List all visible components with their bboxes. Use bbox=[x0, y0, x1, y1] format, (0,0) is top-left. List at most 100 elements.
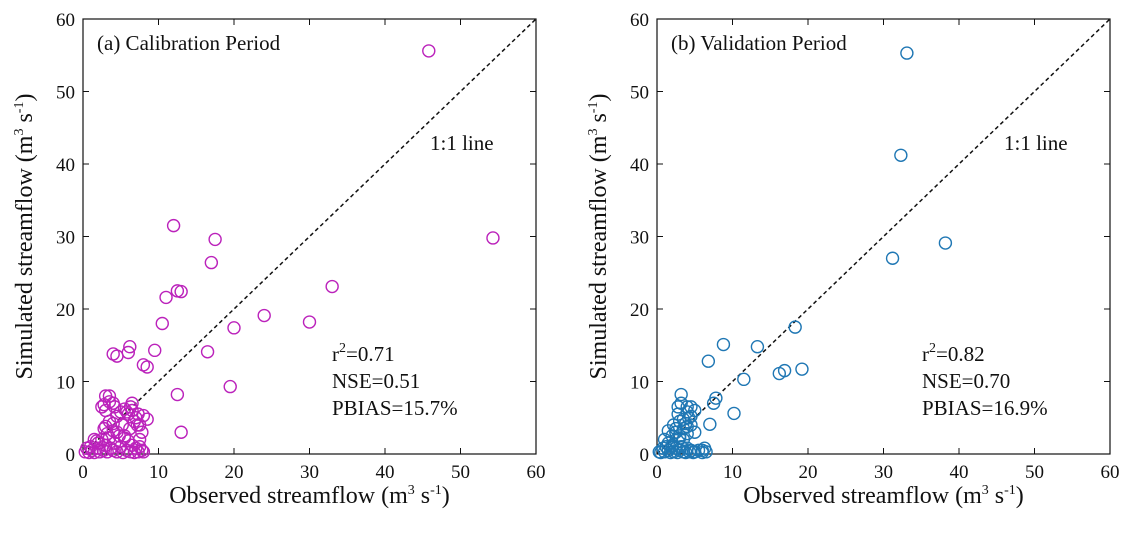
x-tick-label: 60 bbox=[1101, 462, 1120, 483]
data-point bbox=[669, 425, 683, 439]
one-to-one-line bbox=[656, 18, 1111, 455]
data-point bbox=[98, 403, 113, 418]
data-point bbox=[684, 400, 698, 414]
data-point bbox=[166, 218, 181, 233]
data-point bbox=[204, 255, 219, 270]
data-point bbox=[688, 403, 702, 418]
data-point bbox=[100, 445, 114, 459]
data-point bbox=[121, 345, 136, 360]
data-point bbox=[123, 421, 137, 436]
data-point bbox=[135, 425, 149, 439]
pbias-stat: PBIAS=16.9% bbox=[922, 396, 1048, 420]
data-point bbox=[123, 340, 137, 354]
data-point bbox=[140, 360, 154, 374]
data-point bbox=[665, 440, 679, 454]
data-point bbox=[223, 379, 237, 394]
data-point bbox=[701, 354, 716, 368]
data-point bbox=[727, 406, 741, 421]
data-point bbox=[325, 279, 339, 294]
panel-title: (b) Validation Period bbox=[671, 31, 847, 55]
x-tick-label: 20 bbox=[799, 462, 818, 483]
y-tick-label: 40 bbox=[56, 155, 75, 176]
data-point bbox=[672, 429, 687, 443]
validation-panel: 0 10 20 30 40 50 60 0 10 20 30 40 50 60 (b) Validation… bbox=[586, 10, 1120, 509]
y-tick-label: 50 bbox=[56, 83, 75, 104]
r2-stat: r2=0.82 bbox=[922, 341, 985, 366]
y-tick-label: 10 bbox=[56, 373, 75, 394]
data-point bbox=[486, 231, 500, 245]
data-point bbox=[208, 232, 222, 247]
data-point bbox=[174, 284, 188, 299]
data-point bbox=[938, 236, 953, 250]
x-tick-label: 50 bbox=[451, 462, 470, 483]
data-point bbox=[688, 425, 702, 439]
y-tick-label: 0 bbox=[66, 445, 76, 466]
r2-stat: r2=0.71 bbox=[332, 341, 395, 366]
data-point bbox=[227, 321, 241, 335]
data-point bbox=[87, 432, 102, 447]
y-axis-title: Simulated streamflow (m3 s-1) bbox=[12, 94, 38, 380]
y-tick-label: 0 bbox=[640, 445, 650, 466]
x-tick-label: 10 bbox=[723, 462, 742, 483]
data-point bbox=[257, 308, 271, 323]
data-point bbox=[795, 362, 809, 376]
data-point bbox=[110, 349, 124, 363]
data-point bbox=[709, 391, 723, 405]
y-tick-label: 20 bbox=[56, 300, 75, 321]
y-tick-label: 20 bbox=[630, 300, 649, 321]
y-axis-title: Simulated streamflow (m3 s-1) bbox=[586, 94, 612, 380]
x-tick-label: 60 bbox=[527, 462, 546, 483]
data-point bbox=[750, 340, 765, 354]
y-tick-label: 10 bbox=[630, 373, 649, 394]
data-point bbox=[737, 372, 751, 387]
data-point bbox=[136, 445, 151, 459]
data-point bbox=[788, 320, 802, 334]
data-point bbox=[657, 432, 672, 447]
nse-stat: NSE=0.70 bbox=[922, 369, 1010, 393]
x-tick-label: 10 bbox=[149, 462, 168, 483]
x-tick-label: 40 bbox=[376, 462, 395, 483]
y-tick-label: 40 bbox=[630, 155, 649, 176]
one-to-one-label: 1:1 line bbox=[430, 131, 494, 155]
data-point bbox=[91, 436, 105, 450]
data-point bbox=[680, 400, 694, 414]
x-tick-label: 30 bbox=[300, 462, 319, 483]
data-point bbox=[885, 251, 900, 265]
y-tick-label: 30 bbox=[630, 228, 649, 249]
data-point bbox=[716, 337, 731, 352]
y-tick-label: 60 bbox=[56, 10, 75, 31]
one-to-one-line bbox=[82, 18, 537, 455]
data-point bbox=[106, 396, 120, 410]
pbias-stat: PBIAS=15.7% bbox=[332, 396, 458, 420]
x-tick-label: 40 bbox=[950, 462, 969, 483]
x-tick-label: 50 bbox=[1025, 462, 1044, 483]
data-point bbox=[200, 345, 215, 359]
data-point bbox=[140, 412, 154, 426]
data-point bbox=[302, 315, 317, 329]
data-point bbox=[174, 425, 188, 439]
nse-stat: NSE=0.51 bbox=[332, 369, 420, 393]
data-point bbox=[894, 148, 908, 163]
x-tick-label: 20 bbox=[225, 462, 244, 483]
data-point bbox=[125, 396, 139, 410]
data-point bbox=[132, 432, 147, 447]
data-point bbox=[695, 443, 709, 458]
data-point bbox=[136, 408, 151, 423]
y-tick-label: 30 bbox=[56, 228, 75, 249]
data-point bbox=[676, 432, 691, 447]
data-point bbox=[148, 343, 162, 358]
x-tick-label: 30 bbox=[874, 462, 893, 483]
y-tick-label: 50 bbox=[630, 83, 649, 104]
y-tick-label: 60 bbox=[630, 10, 649, 31]
data-point bbox=[100, 427, 114, 441]
data-point bbox=[777, 363, 792, 378]
calibration-panel: 0 10 20 30 40 50 60 0 10 20 30 40 50 60 (a) Calibratio… bbox=[12, 10, 546, 509]
data-point bbox=[674, 387, 688, 402]
y-axis-title-group: Simulated streamflow (m3 s-1) bbox=[586, 94, 612, 380]
x-tick-label: 0 bbox=[652, 462, 662, 483]
data-point bbox=[900, 46, 914, 60]
data-point bbox=[102, 389, 117, 403]
data-point bbox=[170, 387, 185, 402]
data-point bbox=[703, 417, 717, 431]
